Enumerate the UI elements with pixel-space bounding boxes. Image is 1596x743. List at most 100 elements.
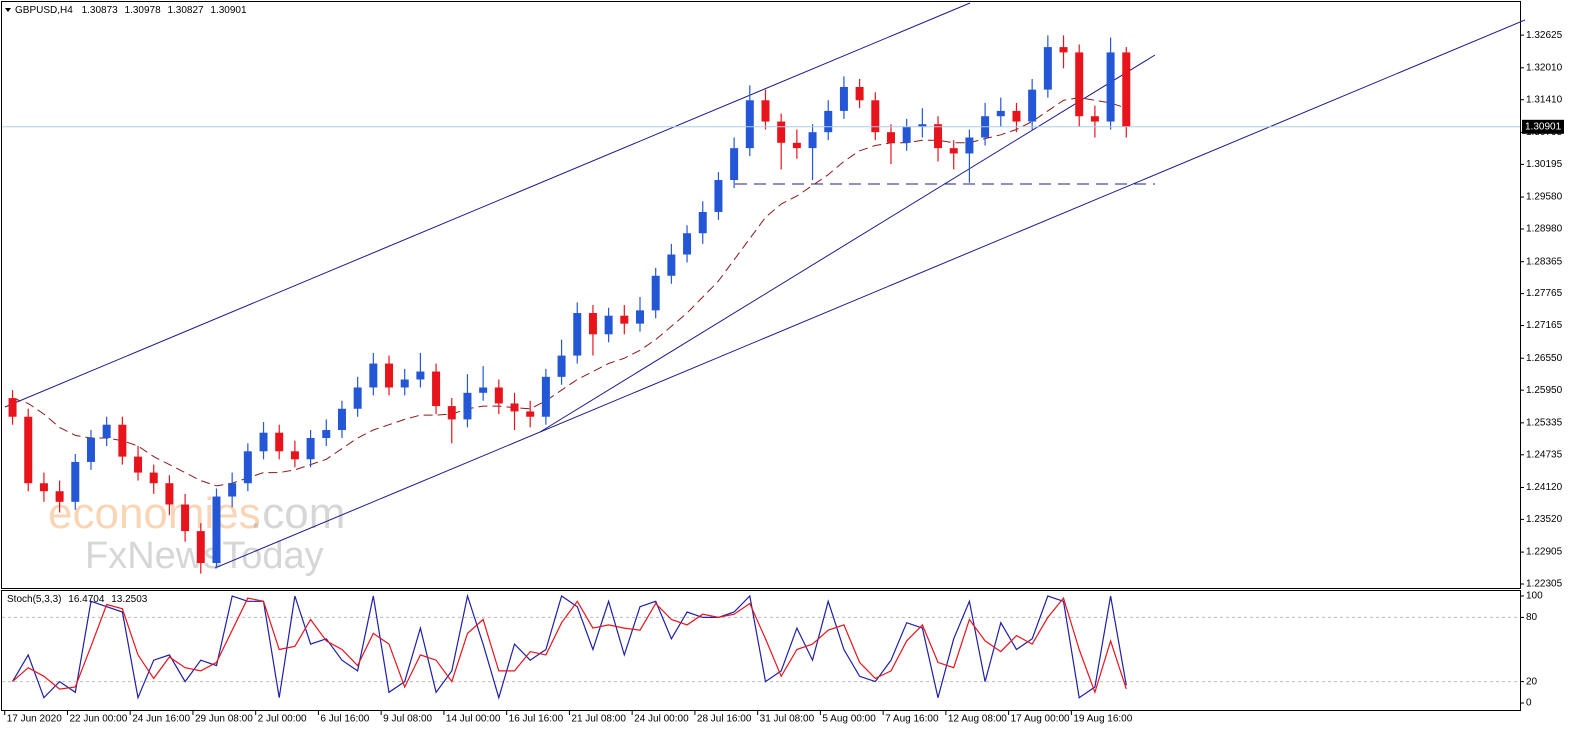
candle-body xyxy=(134,456,143,473)
y-tick-label: 20 xyxy=(1526,676,1538,687)
y-tick-label: 1.32010 xyxy=(1526,62,1563,73)
x-tick-label: 21 Jul 08:00 xyxy=(571,714,626,725)
candle-body xyxy=(1075,52,1084,117)
candle-body xyxy=(824,110,833,133)
candle-body xyxy=(792,142,801,149)
y-tick-label: 1.25335 xyxy=(1526,417,1563,428)
candle-body xyxy=(1106,52,1115,122)
candle-body xyxy=(149,472,158,484)
x-tick-label: 7 Aug 16:00 xyxy=(885,714,939,725)
candle-body xyxy=(934,124,943,149)
candle-body xyxy=(588,313,597,335)
candle-body xyxy=(228,483,237,497)
header-arrow xyxy=(5,8,11,12)
candle-body xyxy=(730,148,739,181)
candle-body xyxy=(165,483,174,505)
x-tick-label: 17 Jun 2020 xyxy=(7,714,62,725)
candle-body xyxy=(839,86,848,111)
candle-body xyxy=(400,379,409,388)
watermark-text: .com xyxy=(250,489,345,538)
candle-body xyxy=(667,254,676,276)
candle-body xyxy=(196,531,205,564)
candle-body xyxy=(353,387,362,409)
candle-body xyxy=(526,411,535,417)
candle-body xyxy=(118,424,127,457)
candle-body xyxy=(620,315,629,324)
candle-body xyxy=(479,387,488,393)
header-high: 1.30978 xyxy=(125,5,162,16)
stoch-line xyxy=(11,593,1127,700)
x-tick-label: 16 Jul 16:00 xyxy=(509,714,564,725)
candle-body xyxy=(683,233,692,255)
candle-body xyxy=(494,387,503,404)
y-tick-label: 100 xyxy=(1526,591,1543,602)
y-tick-label: 1.22905 xyxy=(1526,547,1563,558)
candle-body xyxy=(1043,47,1052,90)
y-tick-label: 1.24735 xyxy=(1526,449,1563,460)
y-tick-label: 1.31410 xyxy=(1526,94,1563,105)
candle-body xyxy=(55,491,64,502)
last-price-label: 1.30901 xyxy=(1525,121,1562,132)
y-tick-label: 1.25950 xyxy=(1526,385,1563,396)
x-tick-label: 24 Jul 00:00 xyxy=(634,714,689,725)
watermark-text: economies xyxy=(48,489,261,538)
last-price-box xyxy=(1522,119,1564,134)
stoch-signal-value: 13.2503 xyxy=(111,594,148,605)
candle-body xyxy=(949,148,958,154)
header-close: 1.30901 xyxy=(210,5,247,16)
header-open: 1.30873 xyxy=(82,5,119,16)
x-tick-label: 14 Jul 00:00 xyxy=(446,714,501,725)
candle-body xyxy=(24,416,33,484)
candle-body xyxy=(1012,110,1021,122)
x-tick-label: 29 Jun 08:00 xyxy=(195,714,253,725)
candle-body xyxy=(636,310,644,324)
y-tick-label: 1.22305 xyxy=(1526,579,1563,590)
y-tick-label: 1.27165 xyxy=(1526,320,1563,331)
x-tick-label: 12 Aug 08:00 xyxy=(948,714,1007,725)
candle-body xyxy=(996,110,1005,117)
candle-body xyxy=(541,376,550,417)
x-tick-label: 5 Aug 00:00 xyxy=(822,714,876,725)
candle-body xyxy=(1028,89,1037,122)
candle-body xyxy=(651,275,660,311)
y-tick-label: 1.27765 xyxy=(1526,288,1563,299)
candle-body xyxy=(918,124,927,127)
symbol: GBPUSD,H4 xyxy=(15,5,73,16)
candle-body xyxy=(855,86,864,101)
y-tick-label: 1.28980 xyxy=(1526,224,1563,235)
candle-body xyxy=(1122,52,1131,127)
channel-lower xyxy=(214,19,1526,569)
stoch-main-value: 16.4704 xyxy=(68,594,105,605)
candle-body xyxy=(573,313,582,356)
x-tick-label: 6 Jul 16:00 xyxy=(320,714,369,725)
candle-body xyxy=(871,100,880,133)
x-tick-label: 19 Aug 16:00 xyxy=(1073,714,1132,725)
candle-body xyxy=(71,461,80,502)
stoch-line xyxy=(12,596,1127,695)
stoch-header: Stoch(5,3,3) 16.4704 13.2503 xyxy=(7,594,148,605)
candle-body xyxy=(965,137,974,154)
y-tick-label: 80 xyxy=(1526,612,1538,623)
x-tick-label: 28 Jul 16:00 xyxy=(697,714,752,725)
y-tick-label: 1.29580 xyxy=(1526,192,1563,203)
candle-body xyxy=(369,363,378,388)
candle-body xyxy=(447,406,456,420)
x-tick-label: 9 Jul 08:00 xyxy=(383,714,432,725)
trendlines xyxy=(4,2,1526,569)
candle-body xyxy=(181,504,190,532)
candle-body xyxy=(761,100,770,122)
candle-body xyxy=(259,432,268,452)
candle-body xyxy=(212,496,221,564)
candle-body xyxy=(322,430,331,439)
header-low: 1.30827 xyxy=(167,5,204,16)
candle-body xyxy=(432,371,441,407)
stoch-title: Stoch(5,3,3) xyxy=(7,594,61,605)
candle-body xyxy=(290,451,299,460)
candle-body xyxy=(745,100,754,149)
trendline xyxy=(539,54,1156,433)
main-panel-frame xyxy=(1,1,1521,589)
candle-body xyxy=(808,132,817,149)
candle-body xyxy=(698,211,707,234)
